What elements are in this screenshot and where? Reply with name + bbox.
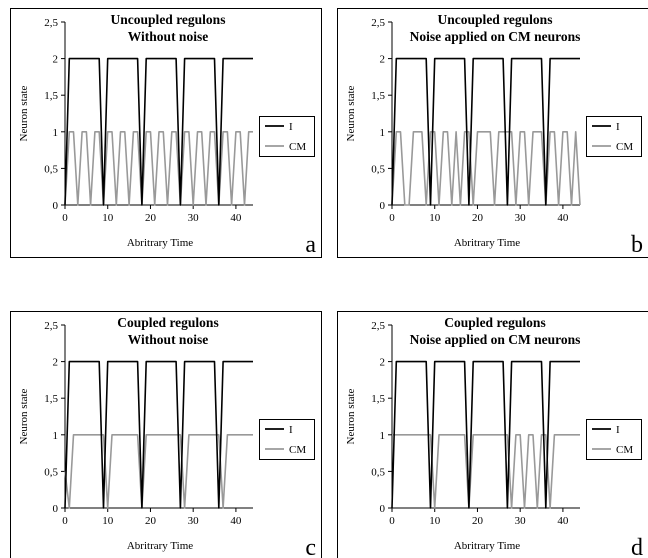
chart-panel-b: 0 0,5 1 1,5 2 2,5 0 10 20 30 40 Abritrary Time Neuro… xyxy=(337,8,648,258)
y-tick-label: 2,5 xyxy=(371,17,385,29)
x-tick-label: 0 xyxy=(62,212,68,224)
chart-title-line: Uncoupled regulons xyxy=(111,12,226,27)
chart-title-line: Without noise xyxy=(128,29,208,44)
x-tick-label: 40 xyxy=(557,515,569,527)
chart-panel-a: 0 0,5 1 1,5 2 2,5 0 10 20 30 40 Abritrary Time Neuro… xyxy=(10,8,322,258)
legend-label: CM xyxy=(616,444,633,456)
y-tick-label: 0 xyxy=(380,503,386,515)
legend-label: CM xyxy=(289,444,306,456)
panel-letter: d xyxy=(631,535,643,558)
y-axis-label: Neuron state xyxy=(345,388,357,444)
y-tick-label: 2 xyxy=(53,54,59,66)
legend-label: CM xyxy=(616,141,633,153)
x-tick-label: 30 xyxy=(188,515,200,527)
legend-label: I xyxy=(616,121,620,133)
legend: I CM xyxy=(259,116,315,157)
y-tick-label: 0,5 xyxy=(371,163,385,175)
legend-box xyxy=(259,419,315,460)
y-tick-label: 0 xyxy=(53,503,59,515)
chart-panel-c: 0 0,5 1 1,5 2 2,5 0 10 20 30 40 Abritrary Time Neuro… xyxy=(10,311,322,558)
legend-label: I xyxy=(289,424,293,436)
x-tick-label: 10 xyxy=(102,515,114,527)
series-line-i xyxy=(64,57,253,206)
x-tick-label: 20 xyxy=(472,515,484,527)
y-tick-label: 1 xyxy=(53,127,59,139)
y-tick-label: 1 xyxy=(53,430,59,442)
y-tick-label: 1,5 xyxy=(371,90,385,102)
series-line-cm xyxy=(64,131,253,206)
series-line-i xyxy=(391,360,580,509)
y-tick-label: 2 xyxy=(380,54,386,66)
y-tick-label: 1 xyxy=(380,127,386,139)
y-tick-label: 0,5 xyxy=(44,163,58,175)
chart-title-line: Noise applied on CM neurons xyxy=(410,332,581,347)
x-tick-label: 30 xyxy=(188,212,200,224)
chart-title-line: Uncoupled regulons xyxy=(438,12,553,27)
panel-letter: a xyxy=(305,232,316,258)
x-tick-label: 40 xyxy=(230,212,242,224)
x-tick-label: 20 xyxy=(472,212,484,224)
y-tick-label: 2,5 xyxy=(44,320,58,332)
x-tick-label: 20 xyxy=(145,212,157,224)
y-tick-label: 0,5 xyxy=(44,466,58,478)
series-line-cm xyxy=(392,434,580,509)
x-axis-label: Abritrary Time xyxy=(454,237,520,249)
chart-title-line: Without noise xyxy=(128,332,208,347)
x-tick-label: 30 xyxy=(515,212,527,224)
legend-box xyxy=(586,419,642,460)
x-tick-label: 10 xyxy=(429,212,441,224)
series-line-i xyxy=(391,57,580,206)
x-tick-label: 10 xyxy=(102,212,114,224)
x-tick-label: 0 xyxy=(389,212,395,224)
y-tick-label: 1 xyxy=(380,430,386,442)
legend-box xyxy=(586,116,642,157)
chart-title-line: Coupled regulons xyxy=(117,315,218,330)
x-tick-label: 40 xyxy=(230,515,242,527)
panel-letter: b xyxy=(631,232,643,258)
y-tick-label: 1,5 xyxy=(44,393,58,405)
panel-letter: c xyxy=(305,535,316,558)
x-tick-label: 0 xyxy=(389,515,395,527)
legend: I CM xyxy=(586,116,642,157)
y-tick-label: 0 xyxy=(53,200,59,212)
legend: I CM xyxy=(586,419,642,460)
y-tick-label: 0 xyxy=(380,200,386,212)
y-axis-label: Neuron state xyxy=(18,388,30,444)
x-tick-label: 0 xyxy=(62,515,68,527)
chart-title-line: Coupled regulons xyxy=(444,315,545,330)
y-tick-label: 2,5 xyxy=(44,17,58,29)
series-line-cm xyxy=(64,434,253,509)
y-tick-label: 2,5 xyxy=(371,320,385,332)
series-line-i xyxy=(64,360,253,509)
y-axis-label: Neuron state xyxy=(18,85,30,141)
x-tick-label: 10 xyxy=(429,515,441,527)
legend-label: I xyxy=(616,424,620,436)
series-line-cm xyxy=(391,131,581,206)
y-tick-label: 1,5 xyxy=(371,393,385,405)
chart-title-line: Noise applied on CM neurons xyxy=(410,29,581,44)
x-axis-label: Abritrary Time xyxy=(127,540,193,552)
y-tick-label: 1,5 xyxy=(44,90,58,102)
legend-box xyxy=(259,116,315,157)
legend-label: I xyxy=(289,121,293,133)
chart-panel-d: 0 0,5 1 1,5 2 2,5 0 10 20 30 40 Abritrary Time Neuro… xyxy=(337,311,648,558)
legend-label: CM xyxy=(289,141,306,153)
y-axis-label: Neuron state xyxy=(345,85,357,141)
y-tick-label: 0,5 xyxy=(371,466,385,478)
y-tick-label: 2 xyxy=(53,357,59,369)
x-tick-label: 30 xyxy=(515,515,527,527)
x-tick-label: 40 xyxy=(557,212,569,224)
legend: I CM xyxy=(259,419,315,460)
x-tick-label: 20 xyxy=(145,515,157,527)
x-axis-label: Abritrary Time xyxy=(454,540,520,552)
x-axis-label: Abritrary Time xyxy=(127,237,193,249)
y-tick-label: 2 xyxy=(380,357,386,369)
